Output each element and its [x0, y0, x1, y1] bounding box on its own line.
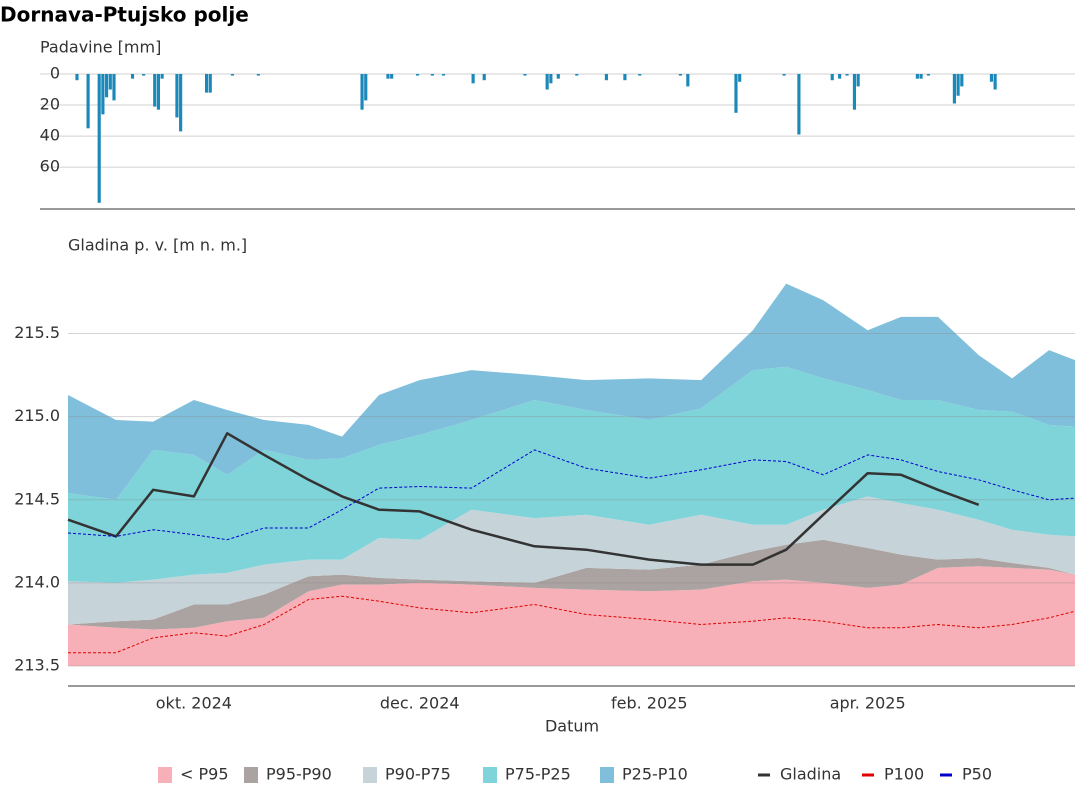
legend-swatch [600, 767, 614, 783]
legend-swatch [158, 767, 172, 783]
bar [175, 74, 179, 118]
bar [441, 74, 446, 76]
legend-label: P95-P90 [266, 765, 332, 784]
bar [204, 74, 209, 93]
bar [105, 74, 109, 98]
bar [97, 74, 101, 203]
bar [852, 74, 857, 110]
y-axis-title: Padavine [mm] [40, 38, 161, 57]
bar [130, 74, 135, 79]
page-title: Dornava-Ptujsko polje [0, 3, 249, 27]
bar [430, 74, 434, 76]
band-area [68, 283, 1075, 500]
bar [482, 74, 486, 81]
bar [838, 74, 842, 79]
band-area [68, 366, 1075, 583]
line [68, 595, 1076, 654]
bar [604, 74, 608, 81]
bar [856, 74, 860, 87]
bar [108, 74, 112, 90]
x-axis-title: Datum [545, 717, 599, 736]
bar [782, 74, 786, 76]
y-tick-label: 213.5 [14, 656, 60, 675]
y-tick-label: 215.0 [14, 406, 60, 425]
y-tick-label: 40 [40, 126, 60, 145]
bar [208, 74, 212, 93]
legend-swatch [244, 767, 258, 783]
bar [153, 74, 157, 107]
bar [960, 74, 964, 87]
bar [360, 74, 364, 110]
bar [989, 74, 993, 82]
bar [386, 74, 390, 79]
bar [549, 74, 553, 84]
y-tick-label: 215.5 [14, 323, 60, 342]
line [67, 432, 980, 566]
y-axis-title: Gladina p. v. [m n. m.] [68, 236, 247, 255]
y-tick-label: 60 [40, 157, 60, 176]
bar [179, 74, 183, 132]
legend-label: P90-P75 [385, 765, 451, 784]
legend-label: P25-P10 [622, 765, 688, 784]
legend-label: Gladina [780, 765, 841, 784]
band-area [68, 496, 1075, 625]
legend-label: P75-P25 [505, 765, 571, 784]
x-tick-label: feb. 2025 [611, 694, 688, 713]
x-tick-label: okt. 2024 [156, 694, 232, 713]
bar [101, 74, 105, 115]
bar [416, 74, 420, 76]
bar [471, 74, 475, 84]
x-tick-label: dec. 2024 [380, 694, 460, 713]
bar [686, 74, 690, 87]
bar [830, 74, 834, 81]
bar [797, 74, 801, 135]
legend-label: < P95 [180, 765, 229, 784]
bar [575, 74, 579, 76]
line [67, 449, 1076, 541]
bar [993, 74, 997, 90]
bar [556, 74, 560, 79]
y-tick-label: 20 [40, 95, 60, 114]
bar [956, 74, 960, 96]
band-area [68, 539, 1075, 630]
bar [390, 74, 394, 79]
bar [638, 74, 642, 76]
legend-label: P50 [962, 765, 992, 784]
bar [75, 74, 79, 81]
bar [678, 74, 683, 76]
bar [86, 74, 90, 129]
bar [364, 74, 368, 101]
bar [734, 74, 738, 113]
legend-label: P100 [884, 765, 924, 784]
bar [160, 74, 164, 79]
bar [230, 74, 235, 76]
bar [142, 74, 146, 76]
y-tick-label: 214.5 [14, 489, 60, 508]
y-tick-label: 0 [50, 64, 60, 83]
bar [926, 74, 931, 76]
bar [523, 74, 527, 76]
y-tick-label: 214.0 [14, 572, 60, 591]
legend-swatch [363, 767, 377, 783]
bar [545, 74, 549, 90]
bar [919, 74, 923, 79]
bar [256, 74, 260, 76]
bar [952, 74, 956, 104]
bar [738, 74, 742, 82]
bar [915, 74, 919, 79]
band-area [68, 566, 1075, 666]
bar [845, 74, 849, 76]
bar [623, 74, 627, 81]
x-tick-label: apr. 2025 [830, 694, 906, 713]
legend-swatch [483, 767, 497, 783]
bar [156, 74, 160, 110]
bar [112, 74, 116, 101]
